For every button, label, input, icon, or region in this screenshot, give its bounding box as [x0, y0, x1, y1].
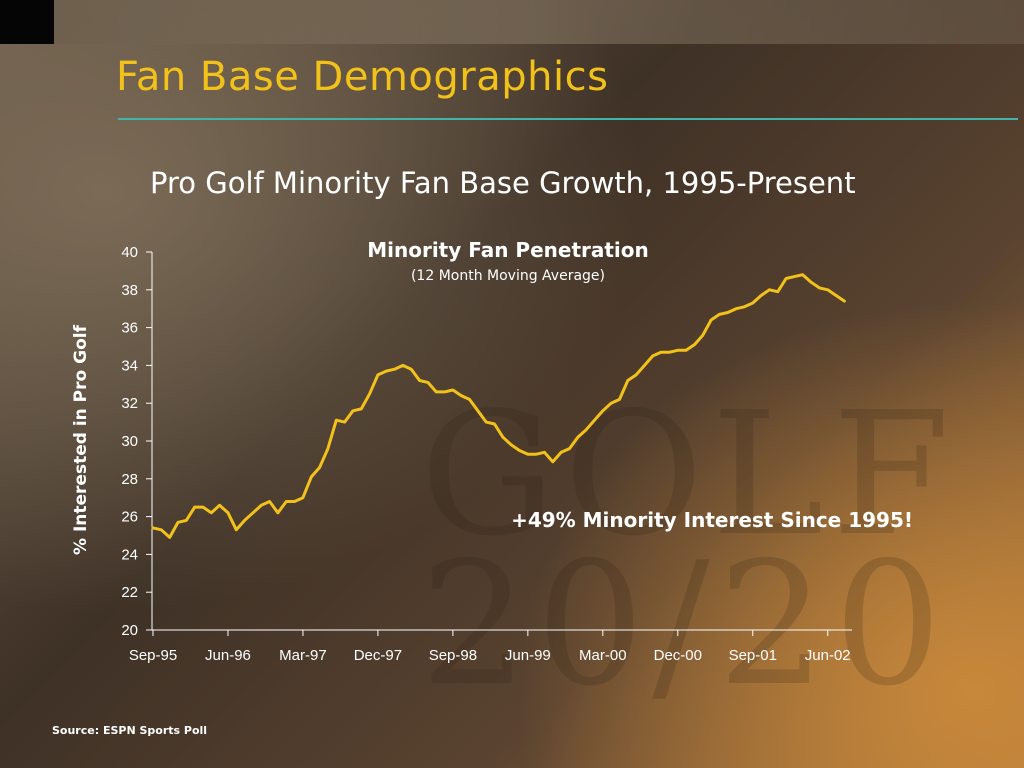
y-tick-label: 36 [121, 320, 138, 337]
x-tick-label: Dec-00 [654, 647, 702, 664]
x-tick-label: Jun-99 [505, 647, 551, 664]
title-divider [118, 118, 1018, 120]
y-tick-label: 24 [121, 546, 138, 563]
x-tick-label: Sep-98 [429, 647, 477, 664]
y-tick-label: 22 [121, 584, 138, 601]
x-tick-label: Sep-01 [729, 647, 777, 664]
chart-subtitle: (12 Month Moving Average) [411, 268, 605, 284]
y-axis-label: % Interested in Pro Golf [71, 324, 91, 555]
x-tick-label: Sep-95 [129, 647, 177, 664]
x-tick-label: Jun-96 [205, 647, 251, 664]
y-tick-label: 28 [121, 471, 138, 488]
corner-block [0, 0, 54, 44]
series-line-minority-penetration [151, 273, 846, 539]
y-tick-label: 38 [121, 282, 138, 299]
x-tick-label: Dec-97 [354, 647, 402, 664]
y-tick-label: 26 [121, 509, 138, 526]
x-tick-label: Mar-97 [279, 647, 327, 664]
source-note: Source: ESPN Sports Poll [52, 724, 208, 737]
y-tick-label: 20 [121, 622, 138, 639]
x-tick-label: Jun-02 [805, 647, 851, 664]
slide-subtitle: Pro Golf Minority Fan Base Growth, 1995-… [150, 166, 856, 200]
y-tick-label: 32 [121, 395, 138, 412]
golf-2020-watermark-logo: GOLF 20/20 [420, 376, 959, 724]
header-band [54, 0, 1024, 44]
slide-title: Fan Base Demographics [116, 54, 609, 100]
y-tick-label: 30 [121, 433, 138, 450]
chart-annotation: +49% Minority Interest Since 1995! [511, 508, 913, 532]
y-tick-label: 40 [121, 244, 138, 261]
y-tick-label: 34 [121, 357, 138, 374]
chart-title: Minority Fan Penetration [367, 238, 649, 262]
x-tick-label: Mar-00 [579, 647, 627, 664]
